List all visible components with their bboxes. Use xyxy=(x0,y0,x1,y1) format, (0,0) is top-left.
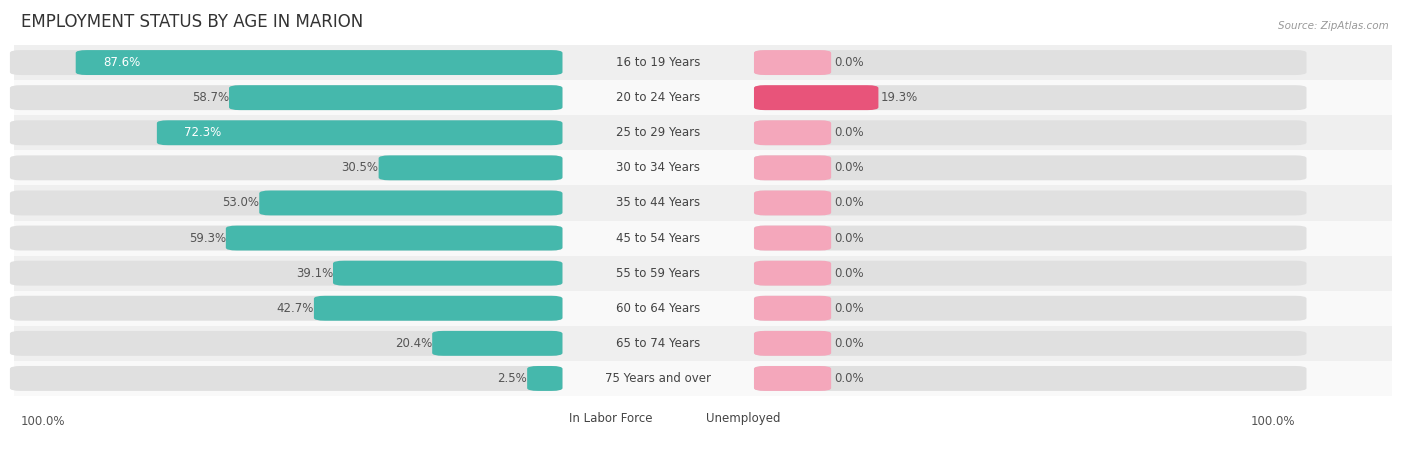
Text: 0.0%: 0.0% xyxy=(834,197,863,209)
Bar xyxy=(14,150,1392,185)
Text: 25 to 29 Years: 25 to 29 Years xyxy=(616,126,700,139)
Bar xyxy=(14,45,1392,80)
Bar xyxy=(14,80,1392,115)
Text: 30.5%: 30.5% xyxy=(342,162,378,174)
Text: 53.0%: 53.0% xyxy=(222,197,259,209)
FancyBboxPatch shape xyxy=(754,296,831,321)
Text: 0.0%: 0.0% xyxy=(834,162,863,174)
FancyBboxPatch shape xyxy=(527,366,562,391)
Text: 45 to 54 Years: 45 to 54 Years xyxy=(616,232,700,244)
Text: 0.0%: 0.0% xyxy=(834,337,863,350)
Text: 30 to 34 Years: 30 to 34 Years xyxy=(616,162,700,174)
Text: 0.0%: 0.0% xyxy=(834,267,863,279)
Text: 0.0%: 0.0% xyxy=(834,56,863,69)
Text: 55 to 59 Years: 55 to 59 Years xyxy=(616,267,700,279)
Text: 72.3%: 72.3% xyxy=(184,126,222,139)
FancyBboxPatch shape xyxy=(754,50,1306,75)
Text: 59.3%: 59.3% xyxy=(188,232,226,244)
Text: 35 to 44 Years: 35 to 44 Years xyxy=(616,197,700,209)
FancyBboxPatch shape xyxy=(754,190,831,216)
FancyBboxPatch shape xyxy=(157,120,562,145)
Text: 20.4%: 20.4% xyxy=(395,337,432,350)
Text: 65 to 74 Years: 65 to 74 Years xyxy=(616,337,700,350)
Text: 39.1%: 39.1% xyxy=(295,267,333,279)
Text: 58.7%: 58.7% xyxy=(191,91,229,104)
FancyBboxPatch shape xyxy=(754,366,1306,391)
FancyBboxPatch shape xyxy=(10,225,562,251)
FancyBboxPatch shape xyxy=(10,120,562,145)
FancyBboxPatch shape xyxy=(76,50,562,75)
FancyBboxPatch shape xyxy=(10,190,562,216)
FancyBboxPatch shape xyxy=(754,50,831,75)
FancyBboxPatch shape xyxy=(754,225,831,251)
FancyBboxPatch shape xyxy=(754,120,1306,145)
FancyBboxPatch shape xyxy=(10,331,562,356)
FancyBboxPatch shape xyxy=(754,85,1306,110)
FancyBboxPatch shape xyxy=(314,296,562,321)
FancyBboxPatch shape xyxy=(754,261,831,286)
Text: 0.0%: 0.0% xyxy=(834,372,863,385)
FancyBboxPatch shape xyxy=(754,296,1306,321)
FancyBboxPatch shape xyxy=(754,225,1306,251)
FancyBboxPatch shape xyxy=(533,413,561,426)
Text: 100.0%: 100.0% xyxy=(21,415,66,428)
Text: 0.0%: 0.0% xyxy=(834,126,863,139)
FancyBboxPatch shape xyxy=(754,331,831,356)
FancyBboxPatch shape xyxy=(229,85,562,110)
FancyBboxPatch shape xyxy=(754,366,831,391)
FancyBboxPatch shape xyxy=(333,261,562,286)
Text: 19.3%: 19.3% xyxy=(882,91,918,104)
FancyBboxPatch shape xyxy=(754,261,1306,286)
FancyBboxPatch shape xyxy=(754,155,831,180)
Text: 0.0%: 0.0% xyxy=(834,302,863,315)
Text: EMPLOYMENT STATUS BY AGE IN MARION: EMPLOYMENT STATUS BY AGE IN MARION xyxy=(21,13,363,31)
FancyBboxPatch shape xyxy=(754,120,831,145)
Text: In Labor Force: In Labor Force xyxy=(568,413,652,426)
Bar xyxy=(14,256,1392,291)
Bar xyxy=(14,185,1392,220)
FancyBboxPatch shape xyxy=(259,190,562,216)
FancyBboxPatch shape xyxy=(10,85,562,110)
FancyBboxPatch shape xyxy=(10,366,562,391)
Text: Source: ZipAtlas.com: Source: ZipAtlas.com xyxy=(1278,21,1389,31)
Text: Unemployed: Unemployed xyxy=(706,413,780,426)
Text: 2.5%: 2.5% xyxy=(498,372,527,385)
FancyBboxPatch shape xyxy=(226,225,562,251)
FancyBboxPatch shape xyxy=(10,50,562,75)
Text: 87.6%: 87.6% xyxy=(103,56,141,69)
Text: 100.0%: 100.0% xyxy=(1251,415,1295,428)
FancyBboxPatch shape xyxy=(671,413,699,426)
Text: 42.7%: 42.7% xyxy=(277,302,314,315)
Bar xyxy=(14,220,1392,256)
FancyBboxPatch shape xyxy=(754,155,1306,180)
Bar xyxy=(14,115,1392,150)
FancyBboxPatch shape xyxy=(10,155,562,180)
Text: 75 Years and over: 75 Years and over xyxy=(605,372,711,385)
Bar xyxy=(14,361,1392,396)
FancyBboxPatch shape xyxy=(432,331,562,356)
Bar xyxy=(14,291,1392,326)
FancyBboxPatch shape xyxy=(754,85,879,110)
FancyBboxPatch shape xyxy=(754,190,1306,216)
FancyBboxPatch shape xyxy=(754,331,1306,356)
Bar xyxy=(14,326,1392,361)
FancyBboxPatch shape xyxy=(10,261,562,286)
Text: 60 to 64 Years: 60 to 64 Years xyxy=(616,302,700,315)
FancyBboxPatch shape xyxy=(10,296,562,321)
FancyBboxPatch shape xyxy=(378,155,562,180)
Text: 0.0%: 0.0% xyxy=(834,232,863,244)
Text: 16 to 19 Years: 16 to 19 Years xyxy=(616,56,700,69)
Text: 20 to 24 Years: 20 to 24 Years xyxy=(616,91,700,104)
